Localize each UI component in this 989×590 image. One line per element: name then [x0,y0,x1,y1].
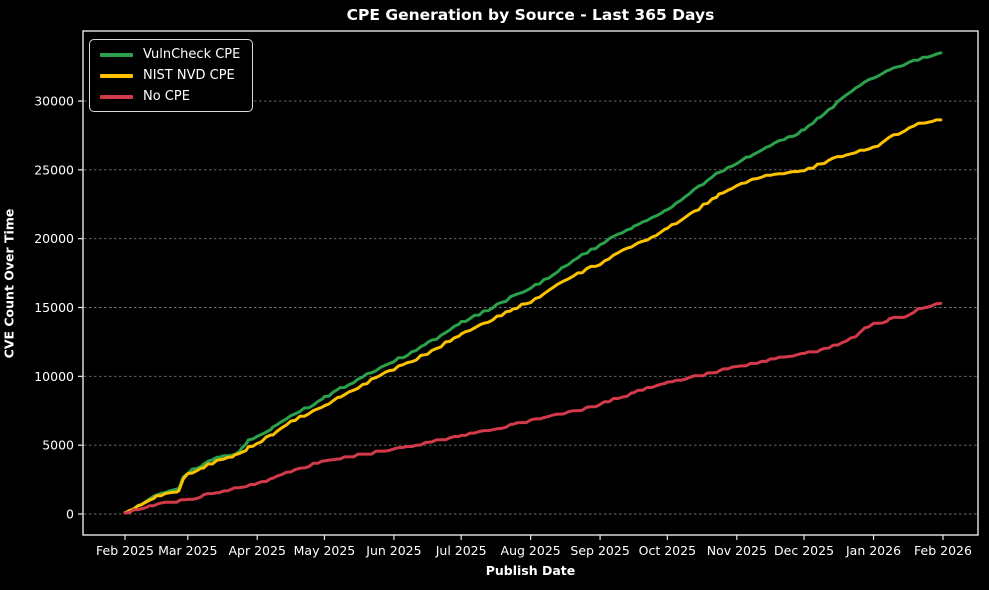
y-tick-label: 10000 [34,369,74,384]
legend-item-nist-nvd: NIST NVD CPE [100,68,240,83]
y-tick-label: 5000 [42,438,74,453]
y-tick-label: 0 [66,507,74,522]
y-tick-label: 25000 [34,162,74,177]
x-tick-label: Jun 2025 [365,543,421,558]
legend: VulnCheck CPE NIST NVD CPE No CPE [89,39,254,112]
x-tick-label: Jan 2026 [845,543,901,558]
x-tick-label: Feb 2025 [96,543,154,558]
x-tick-label: Oct 2025 [639,543,696,558]
x-tick-label: Nov 2025 [707,543,767,558]
x-tick-label: Aug 2025 [501,543,561,558]
legend-line-swatch-red [100,94,133,99]
plot-border [82,30,979,536]
legend-line-swatch-green [100,52,133,57]
y-tick-label: 30000 [34,94,74,109]
x-tick-label: Jul 2025 [435,543,487,558]
x-tick-label: Sep 2025 [570,543,629,558]
legend-item-no-cpe: No CPE [100,89,240,104]
chart-title: CPE Generation by Source - Last 365 Days [346,6,715,24]
x-tick-label: Dec 2025 [774,543,834,558]
y-axis-label: CVE Count Over Time [1,208,17,359]
x-axis-label: Publish Date [485,563,576,578]
x-tick-label: May 2025 [294,543,356,558]
y-tick-label: 15000 [34,300,74,315]
legend-label: VulnCheck CPE [143,47,241,62]
series-line-no-cpe [123,301,943,515]
series-line-vulncheck-cpe [123,51,943,515]
series-line-nist-nvd-cpe [123,118,943,515]
x-tick-label: Feb 2026 [914,543,972,558]
y-tick-label: 20000 [34,231,74,246]
x-tick-label: Mar 2025 [158,543,217,558]
legend-label: NIST NVD CPE [143,68,235,83]
legend-label: No CPE [143,89,190,104]
x-tick-label: Apr 2025 [229,543,286,558]
legend-line-swatch-yellow [100,73,133,78]
legend-item-vulncheck: VulnCheck CPE [100,47,240,62]
